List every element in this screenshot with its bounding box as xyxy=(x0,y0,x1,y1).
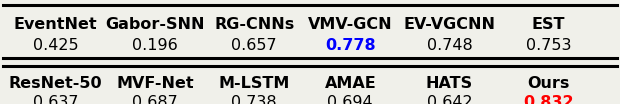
Text: AMAE: AMAE xyxy=(324,76,376,91)
Text: 0.748: 0.748 xyxy=(427,38,472,53)
Text: VMV-GCN: VMV-GCN xyxy=(308,17,392,32)
Text: EV-VGCNN: EV-VGCNN xyxy=(404,17,495,32)
Text: 0.687: 0.687 xyxy=(132,95,178,104)
Text: 0.832: 0.832 xyxy=(523,95,574,104)
Text: ResNet-50: ResNet-50 xyxy=(9,76,103,91)
Text: 0.738: 0.738 xyxy=(231,95,277,104)
Text: RG-CNNs: RG-CNNs xyxy=(214,17,294,32)
Text: 0.778: 0.778 xyxy=(325,38,376,53)
Text: EST: EST xyxy=(532,17,565,32)
Text: Ours: Ours xyxy=(528,76,570,91)
Text: HATS: HATS xyxy=(426,76,473,91)
Text: M-LSTM: M-LSTM xyxy=(218,76,290,91)
Text: EventNet: EventNet xyxy=(14,17,97,32)
Text: MVF-Net: MVF-Net xyxy=(116,76,194,91)
Text: 0.694: 0.694 xyxy=(327,95,373,104)
Text: 0.753: 0.753 xyxy=(526,38,572,53)
Text: 0.657: 0.657 xyxy=(231,38,277,53)
Text: Gabor-SNN: Gabor-SNN xyxy=(105,17,205,32)
Text: 0.425: 0.425 xyxy=(33,38,79,53)
Text: 0.196: 0.196 xyxy=(132,38,178,53)
Text: 0.642: 0.642 xyxy=(427,95,472,104)
Text: 0.637: 0.637 xyxy=(33,95,79,104)
